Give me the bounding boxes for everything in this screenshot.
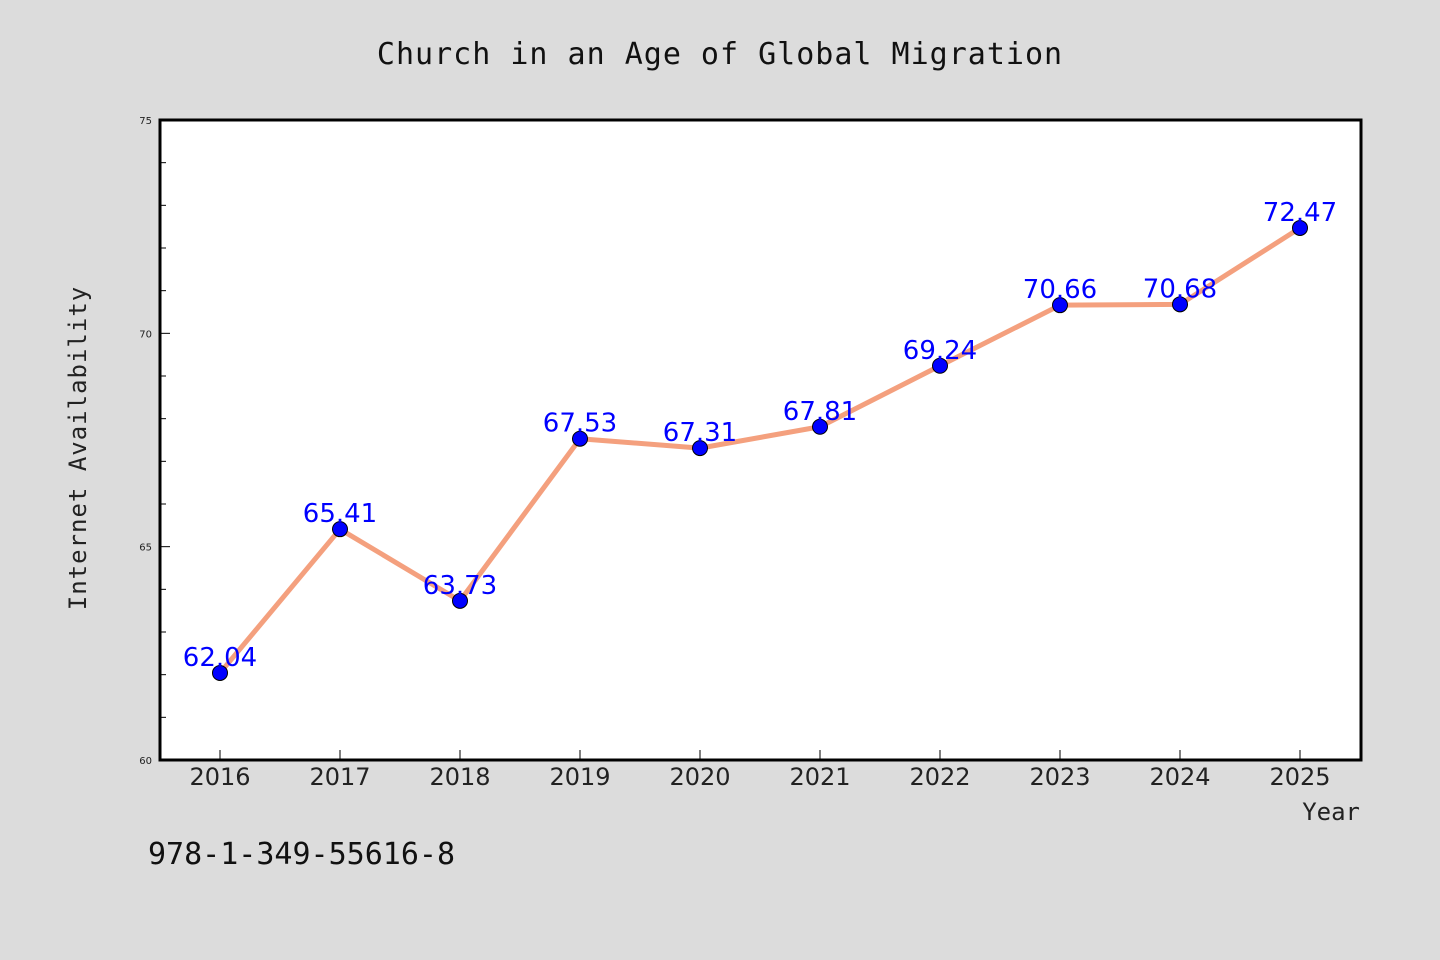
data-point [212,664,228,681]
data-label: 69.24 [903,336,977,366]
data-label: 63.73 [423,571,497,601]
data-point [932,357,948,374]
data-labels: 62.04 65.41 63.73 67.53 67.31 67.81 69.24 70.66… [183,198,1337,673]
x-axis: 2016 2017 2018 2019 2020 2021 2022 2023 2024 2025 [189,750,1331,791]
x-tick-label: 2016 [189,763,250,791]
y-tick-label: 70 [139,329,152,340]
x-axis-label: Year [1302,798,1360,826]
x-tick-label: 2020 [669,763,730,791]
y-axis-label: Internet Availability [64,286,92,610]
y-tick-label: 60 [139,756,152,767]
data-label: 72.47 [1263,198,1337,228]
x-tick-label: 2017 [309,763,370,791]
y-tick-label: 75 [139,116,152,127]
series-line [212,219,1308,681]
x-tick-label: 2018 [429,763,490,791]
y-axis: 60 65 70 75 [139,116,170,767]
x-tick-label: 2023 [1029,763,1090,791]
series-polyline [218,225,1302,675]
data-label: 65.41 [303,499,377,529]
chart-title: Church in an Age of Global Migration [377,37,1063,72]
y-tick-label: 65 [139,543,152,554]
data-label: 67.53 [543,409,617,439]
x-tick-label: 2019 [549,763,610,791]
data-point [452,592,468,609]
data-point [812,418,828,435]
x-tick-label: 2021 [789,763,850,791]
data-point [1292,219,1308,236]
data-label: 67.31 [663,418,737,448]
data-label: 62.04 [183,643,257,673]
data-point [1172,296,1188,313]
isbn-text: 978-1-349-55616-8 [148,837,455,872]
x-tick-label: 2025 [1269,763,1330,791]
data-label: 70.68 [1143,274,1217,304]
data-point [692,440,708,457]
plot-area [158,118,1363,762]
data-point [332,521,348,538]
x-tick-label: 2022 [909,763,970,791]
data-label: 70.66 [1023,275,1097,305]
data-label: 67.81 [783,397,857,427]
data-point [1052,297,1068,314]
x-tick-label: 2024 [1149,763,1210,791]
data-point [572,430,588,447]
